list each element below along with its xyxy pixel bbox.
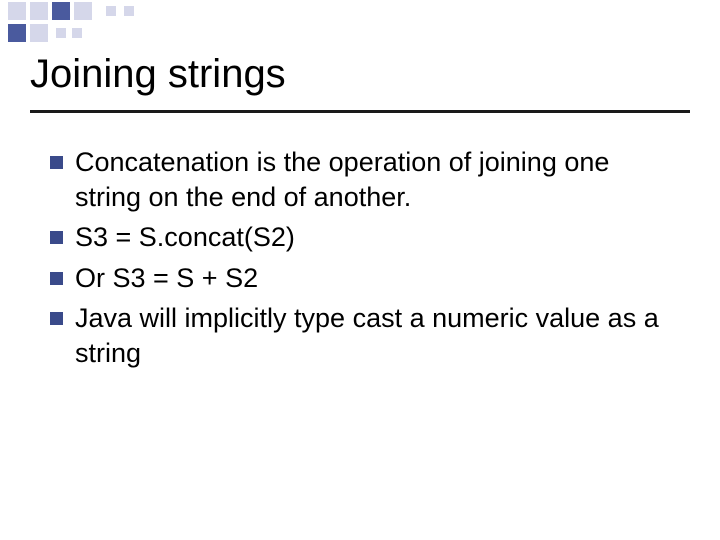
bullet-item: Concatenation is the operation of joinin…	[50, 145, 680, 214]
title-divider	[30, 110, 690, 113]
bullet-item: Java will implicitly type cast a numeric…	[50, 301, 680, 370]
bullet-text: Java will implicitly type cast a numeric…	[75, 301, 680, 370]
bullet-text: S3 = S.concat(S2)	[75, 220, 295, 255]
slide-title: Joining strings	[30, 52, 286, 97]
bullet-text: Concatenation is the operation of joinin…	[75, 145, 680, 214]
bullet-square-icon	[50, 231, 63, 244]
bullet-square-icon	[50, 272, 63, 285]
bullet-item: Or S3 = S + S2	[50, 261, 680, 296]
slide-content: Concatenation is the operation of joinin…	[50, 145, 680, 376]
corner-decoration	[0, 0, 160, 50]
bullet-text: Or S3 = S + S2	[75, 261, 258, 296]
bullet-square-icon	[50, 312, 63, 325]
bullet-square-icon	[50, 156, 63, 169]
bullet-item: S3 = S.concat(S2)	[50, 220, 680, 255]
